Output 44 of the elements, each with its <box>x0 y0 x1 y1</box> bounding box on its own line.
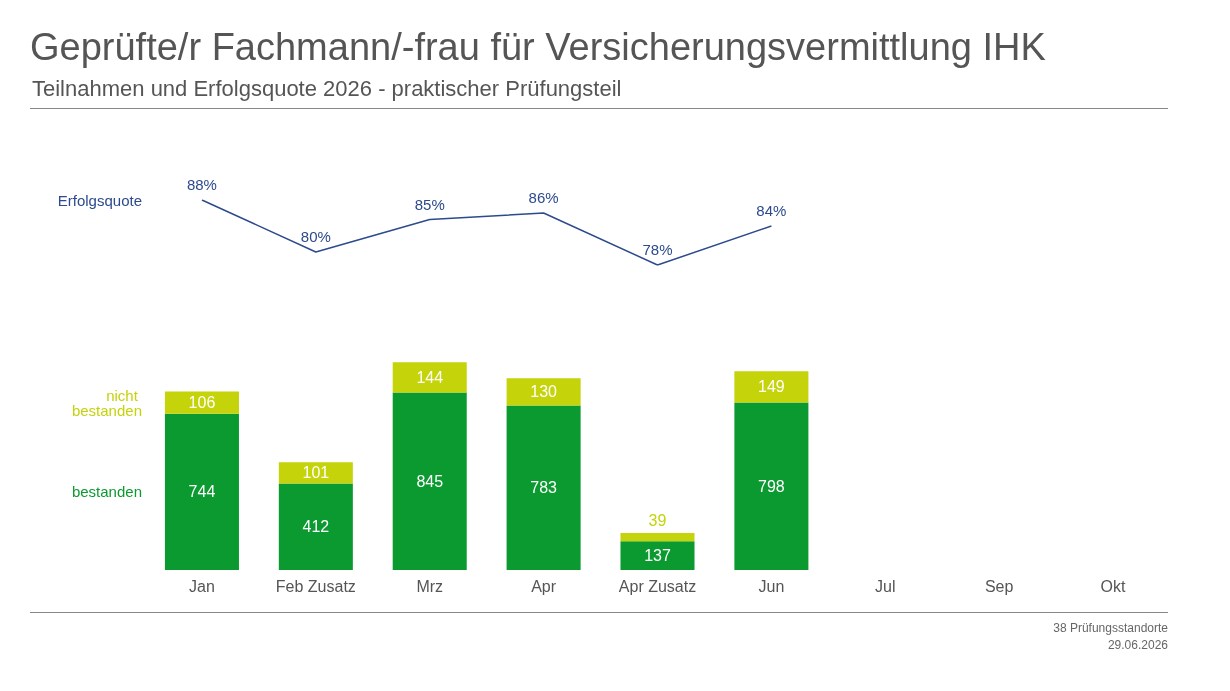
x-tick-label: Mrz <box>416 577 444 595</box>
data-label: 88% <box>186 176 217 193</box>
bar <box>620 541 695 570</box>
data-label: 39 <box>648 511 667 529</box>
data-label: 845 <box>416 472 444 490</box>
x-tick-label: Jul <box>875 577 896 595</box>
series-label: bestanden <box>71 483 142 501</box>
chart-title: Geprüfte/r Fachmann/-frau für Versicherungsvermittlung IHK <box>30 26 1046 69</box>
data-label: 78% <box>642 241 673 258</box>
data-label: 106 <box>188 394 216 412</box>
data-label: 130 <box>530 383 558 401</box>
bar <box>506 378 581 406</box>
text: 29.06.2026 <box>1106 637 1168 654</box>
data-label: 412 <box>302 518 330 536</box>
data-label: 744 <box>188 483 216 501</box>
bar <box>620 533 695 542</box>
data-label: 137 <box>644 547 671 565</box>
chart-subtitle: Teilnahmen und Erfolgsquote 2026 - praktischer Prüfungsteil <box>32 76 622 102</box>
data-label: 86% <box>528 189 559 206</box>
bar <box>506 405 581 570</box>
x-tick-label: Okt <box>1100 577 1127 595</box>
x-tick-label: Apr <box>531 577 557 595</box>
x-tick-label: Jan <box>189 577 215 595</box>
bar <box>164 413 239 570</box>
data-label: 783 <box>530 479 558 497</box>
data-label: 84% <box>756 202 787 219</box>
bar <box>278 483 353 570</box>
bar <box>392 362 467 393</box>
data-label: 149 <box>758 378 785 396</box>
x-tick-label: Apr Zusatz <box>618 577 697 595</box>
data-label: 85% <box>414 195 445 213</box>
bar <box>392 392 467 570</box>
series-label: nicht bestanden <box>71 386 142 419</box>
data-label: 144 <box>416 368 444 386</box>
bar <box>734 402 809 570</box>
text: 38 Prüfungsstandorte <box>1053 620 1168 637</box>
x-tick-label: Feb Zusatz <box>275 577 356 595</box>
x-tick-label: Sep <box>984 577 1014 595</box>
text: Erfolgsquote <box>57 191 142 209</box>
bar <box>734 371 809 403</box>
data-label: 101 <box>302 464 330 482</box>
data-label: 798 <box>758 477 785 495</box>
data-label: 80% <box>300 228 331 245</box>
x-tick-label: Jun <box>758 577 785 595</box>
